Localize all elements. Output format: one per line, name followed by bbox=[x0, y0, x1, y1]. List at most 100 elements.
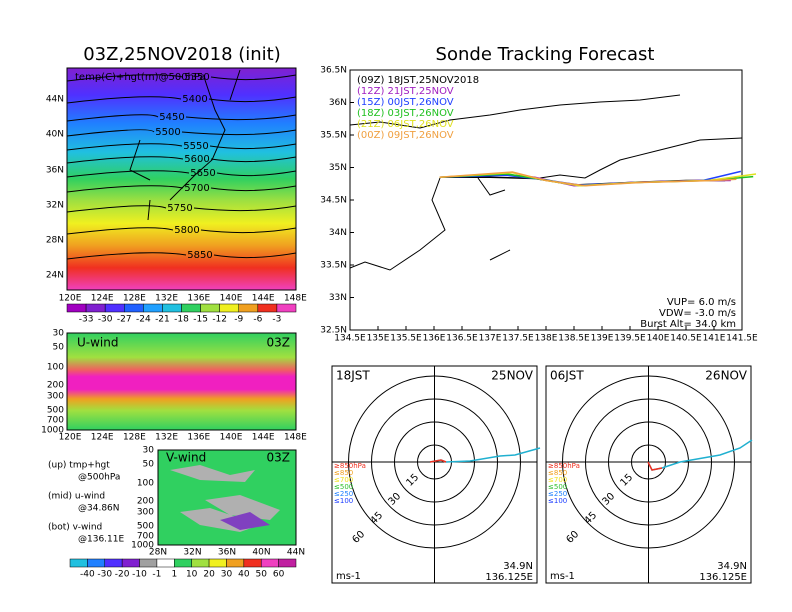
lon-tick-label: 148E bbox=[284, 433, 307, 443]
colorbar-label: -30 bbox=[97, 570, 112, 580]
colorbar-cell bbox=[139, 558, 158, 568]
colorbar-label: 1 bbox=[171, 570, 177, 580]
hodo-legend: ≤700 bbox=[548, 476, 567, 484]
colorbar-cell bbox=[238, 303, 259, 313]
coastline bbox=[129, 69, 241, 221]
level-tick-label: 30 bbox=[53, 329, 65, 339]
contour-label: 5500 bbox=[155, 127, 180, 138]
contour-label: 5550 bbox=[183, 141, 208, 152]
hodo-trace bbox=[429, 459, 447, 463]
lat-tick-label: 32N bbox=[183, 548, 201, 558]
chart-title: Sonde Tracking Forecast bbox=[436, 44, 655, 65]
contour-line bbox=[66, 74, 297, 82]
colorbar-cell bbox=[243, 558, 262, 568]
colorbar-cell bbox=[191, 558, 210, 568]
level-tick-label: 300 bbox=[47, 392, 64, 402]
colorbar-cell bbox=[219, 303, 240, 313]
lon-tick-label: 144E bbox=[252, 433, 275, 443]
y-tick-label: 36N bbox=[329, 98, 347, 108]
level-tick-label: 100 bbox=[47, 363, 64, 373]
contour-label: 5700 bbox=[184, 183, 209, 194]
lat-tick-label: 36N bbox=[218, 548, 236, 558]
hodo-time: 06JST bbox=[550, 369, 584, 383]
lat-tick-label: 44N bbox=[46, 95, 64, 105]
hodo-date: 26NOV bbox=[705, 369, 747, 383]
lon-tick-label: 148E bbox=[284, 294, 307, 304]
colorbar-cell bbox=[162, 303, 182, 313]
colorbar-label: 50 bbox=[256, 570, 268, 580]
lon-tick-label: 140E bbox=[220, 433, 243, 443]
colorbar-cell bbox=[121, 558, 140, 568]
vwind-shade bbox=[220, 512, 270, 530]
colorbar-label: -20 bbox=[115, 570, 130, 580]
contour-label: 5800 bbox=[174, 225, 199, 236]
colorbar-label: -6 bbox=[253, 315, 262, 325]
contour-line bbox=[66, 205, 297, 213]
colorbar-cell bbox=[181, 303, 201, 313]
legend-entry: (09Z) 18JST,25NOV2018 bbox=[357, 75, 479, 86]
colorbar-cell bbox=[104, 303, 125, 313]
level-tick-label: 1000 bbox=[41, 426, 64, 436]
legend-entry: (15Z) 00JST,26NOV bbox=[357, 97, 454, 108]
contour-label: 5400 bbox=[182, 94, 207, 105]
coastline bbox=[349, 94, 743, 271]
hodo-legend: ≥850hPa bbox=[334, 462, 366, 470]
hodo-legend: ≤100 bbox=[548, 497, 567, 505]
hodo-legend: ≤500 bbox=[334, 483, 353, 491]
colorbar-label: -12 bbox=[212, 315, 227, 325]
y-tick-label: 32.5N bbox=[320, 326, 347, 336]
colorbar-cell bbox=[156, 558, 175, 568]
y-tick-label: 36.5N bbox=[320, 66, 347, 76]
contour-line bbox=[66, 96, 297, 104]
colorbar-label: 10 bbox=[186, 570, 198, 580]
colorbar-label: 20 bbox=[203, 570, 215, 580]
colorbar-cell bbox=[87, 558, 106, 568]
note: (bot) v-wind bbox=[48, 523, 102, 533]
legend-entry: (18Z) 03JST,26NOV bbox=[357, 108, 454, 119]
hodo-lon: 136.125E bbox=[485, 572, 533, 583]
lon-tick-label: 132E bbox=[155, 433, 178, 443]
hodo-legend: ≤100 bbox=[334, 497, 353, 505]
level-tick-label: 200 bbox=[137, 497, 154, 507]
lon-tick-label: 128E bbox=[123, 433, 146, 443]
vwind-time: 03Z bbox=[267, 451, 291, 465]
lon-tick-label: 120E bbox=[59, 294, 82, 304]
contour-line bbox=[66, 252, 297, 260]
vwind-title: V-wind bbox=[166, 451, 206, 465]
x-tick-label: 135E bbox=[367, 334, 390, 344]
colorbar-label: -15 bbox=[193, 315, 208, 325]
x-tick-label: 140E bbox=[647, 334, 670, 344]
lon-tick-label: 140E bbox=[220, 294, 243, 304]
colorbar-label: -27 bbox=[117, 315, 132, 325]
hodo-lat: 34.9N bbox=[717, 561, 747, 572]
colorbar-label: -40 bbox=[80, 570, 95, 580]
map-label: temp(C)+hgt(m)@500hPa bbox=[75, 72, 206, 83]
hodo-lon: 136.125E bbox=[699, 572, 747, 583]
x-tick-label: 136.5E bbox=[446, 334, 478, 344]
colorbar-cell bbox=[260, 558, 279, 568]
colorbar-cell bbox=[124, 303, 144, 313]
x-tick-label: 136E bbox=[423, 334, 446, 344]
hodo-legend: ≤850 bbox=[548, 469, 567, 477]
level-tick-label: 30 bbox=[143, 446, 155, 456]
uwind-panel bbox=[66, 332, 297, 431]
track-line bbox=[439, 171, 737, 187]
colorbar-cell bbox=[66, 303, 87, 313]
x-tick-label: 137.5E bbox=[502, 334, 534, 344]
note: (up) tmp+hgt bbox=[48, 461, 110, 471]
contour-line bbox=[66, 114, 297, 122]
colorbar-label: -10 bbox=[132, 570, 147, 580]
level-tick-label: 100 bbox=[137, 479, 154, 489]
hodo-legend: ≤700 bbox=[334, 476, 353, 484]
lon-tick-label: 144E bbox=[252, 294, 275, 304]
x-tick-label: 141.5E bbox=[726, 334, 758, 344]
y-tick-label: 35.5N bbox=[320, 131, 347, 141]
level-tick-label: 300 bbox=[137, 508, 154, 518]
colorbar-cell bbox=[257, 303, 278, 313]
lon-tick-label: 124E bbox=[91, 433, 114, 443]
contour-label: 5600 bbox=[184, 154, 209, 165]
x-tick-label: 139.5E bbox=[614, 334, 646, 344]
contour-label: 5650 bbox=[190, 168, 215, 179]
legend-entry: (12Z) 21JST,25NOV bbox=[357, 86, 454, 97]
uwind-time: 03Z bbox=[267, 336, 291, 350]
